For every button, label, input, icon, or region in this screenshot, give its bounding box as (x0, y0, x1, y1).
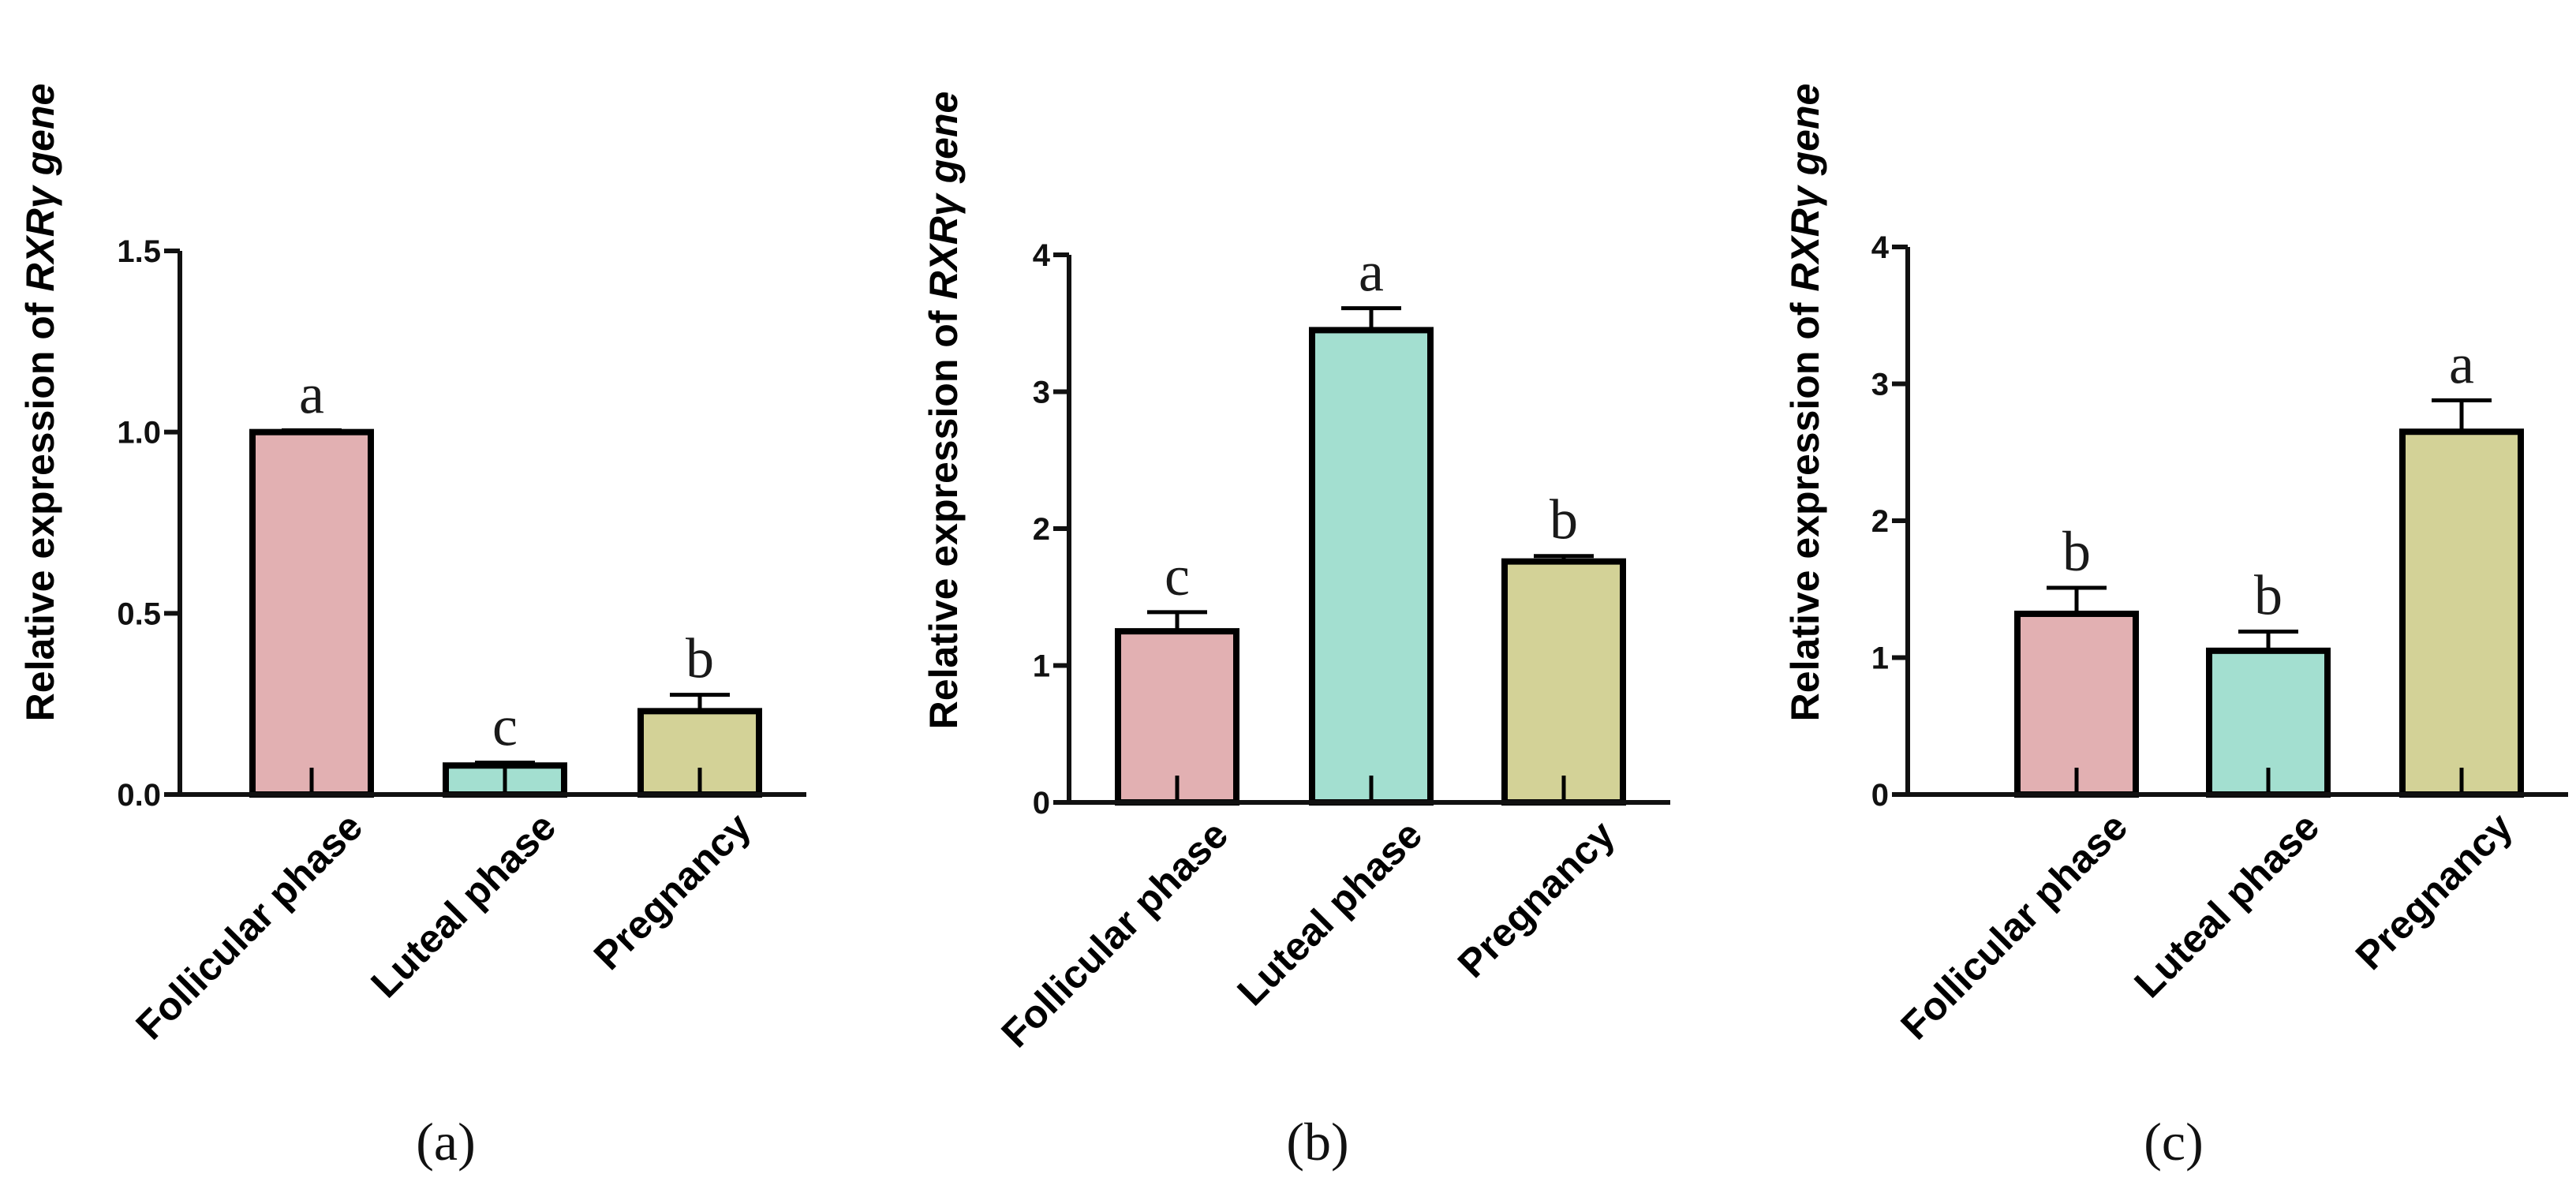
x-category-label: Luteal phase (2125, 805, 2327, 1007)
y-tick-label: 1.5 (117, 234, 161, 269)
y-tick-label: 1.0 (117, 416, 161, 451)
bar (2399, 428, 2524, 798)
y-axis-label-prefix: Relative expression of (922, 300, 966, 730)
x-category-label: Follicular phase (1892, 805, 2136, 1049)
chart-panel-2: 0 1 2 3 4 c Follicular phase a Luteal phase b Preg… (922, 92, 1670, 1172)
x-category-label: Pregnancy (2347, 804, 2522, 978)
panel-label: (c) (2144, 1112, 2203, 1172)
x-category-label: Pregnancy (585, 804, 760, 978)
panel-label: (b) (1286, 1112, 1348, 1172)
y-axis-label-prefix: Relative expression of (1783, 292, 1827, 722)
y-tick-label: 2 (1033, 512, 1050, 547)
significance-letter: a (2449, 332, 2474, 395)
chart-panel-1: 0.0 0.5 1.0 1.5 a Follicular phase c Luteal pha… (18, 84, 806, 1172)
y-axis-label-gene: RXRγ gene (922, 92, 966, 300)
y-tick-label: 0.5 (117, 596, 161, 631)
x-category-label: Follicular phase (993, 813, 1236, 1056)
x-category-label: Luteal phase (1228, 813, 1430, 1015)
significance-letter: c (492, 695, 518, 758)
significance-letter: a (299, 362, 324, 425)
bar (249, 428, 374, 798)
y-tick-label: 1 (1871, 641, 1889, 676)
y-axis-label: Relative expression of RXRγ gene (1783, 84, 1827, 722)
y-tick-label: 2 (1871, 504, 1889, 539)
bar (2014, 610, 2139, 798)
significance-letter: c (1165, 544, 1190, 608)
y-tick-label: 4 (1871, 230, 1890, 265)
y-tick-label: 4 (1033, 238, 1051, 273)
significance-letter: b (1550, 488, 1578, 552)
chart-panel-3: 0 1 2 3 4 b Follicular phase b Luteal phase a Preg… (1783, 84, 2568, 1172)
x-category-label: Follicular phase (127, 805, 371, 1049)
y-axis-label-prefix: Relative expression of (18, 292, 62, 722)
y-tick-label: 1 (1033, 649, 1050, 684)
y-axis-label-gene: RXRγ gene (1783, 84, 1827, 292)
y-tick-label: 3 (1033, 376, 1050, 410)
y-axis-label: Relative expression of RXRγ gene (18, 84, 62, 722)
y-axis-label: Relative expression of RXRγ gene (922, 92, 966, 730)
y-tick-label: 3 (1871, 368, 1889, 402)
significance-letter: b (686, 627, 714, 690)
x-category-label: Pregnancy (1449, 812, 1624, 986)
significance-letter: b (2254, 564, 2283, 627)
panel-label: (a) (416, 1112, 475, 1172)
bar (1501, 558, 1626, 806)
y-tick-label: 0.0 (117, 778, 161, 813)
bar (1115, 628, 1239, 806)
y-tick-label: 0 (1033, 786, 1050, 821)
significance-letter: a (1359, 241, 1384, 304)
bar (1309, 327, 1434, 806)
significance-letter: b (2062, 520, 2091, 583)
y-tick-label: 0 (1871, 778, 1889, 813)
x-category-label: Luteal phase (362, 805, 564, 1007)
y-axis-label-gene: RXRγ gene (18, 84, 62, 292)
